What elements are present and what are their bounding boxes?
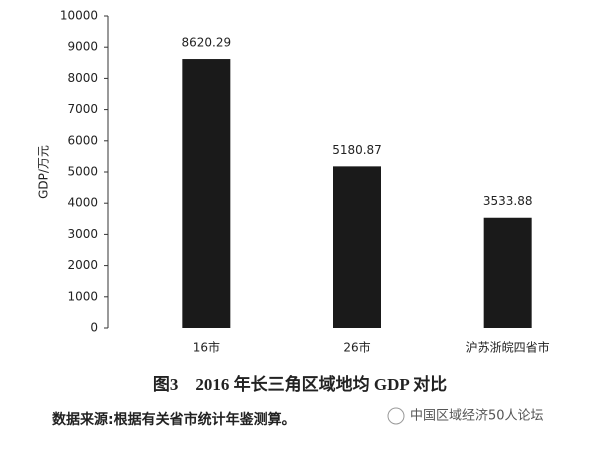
bar [483,217,532,328]
y-tick-label: 2000 [67,258,98,272]
value-label: 3533.88 [483,194,533,208]
y-tick-label: 3000 [67,227,98,241]
watermark-icon [387,407,405,425]
y-tick-label: 8000 [67,71,98,85]
y-tick-label: 1000 [67,289,98,303]
y-tick-label: 4000 [67,196,98,210]
bar [333,166,381,328]
y-tick-label: 0 [90,321,98,335]
y-axis-label: GDP/万元 [37,145,51,199]
chart-title: 图3 2016 年长三角区域地均 GDP 对比 [153,374,447,394]
y-tick-label: 5000 [67,165,98,179]
source-note: 数据来源:根据有关省市统计年鉴测算。 [52,411,296,428]
x-tick-label: 26市 [343,340,370,355]
y-tick-label: 6000 [67,133,98,147]
x-tick-label: 沪苏浙皖四省市 [466,340,550,355]
value-label: 8620.29 [182,36,232,50]
watermark: 中国区域经济50人论坛 [410,409,544,424]
y-tick-label: 9000 [67,40,98,54]
bar [182,59,231,329]
y-tick-label: 7000 [67,102,98,116]
value-label: 5180.87 [332,143,382,157]
x-tick-label: 16市 [193,340,220,355]
y-tick-label: 10000 [60,9,98,23]
